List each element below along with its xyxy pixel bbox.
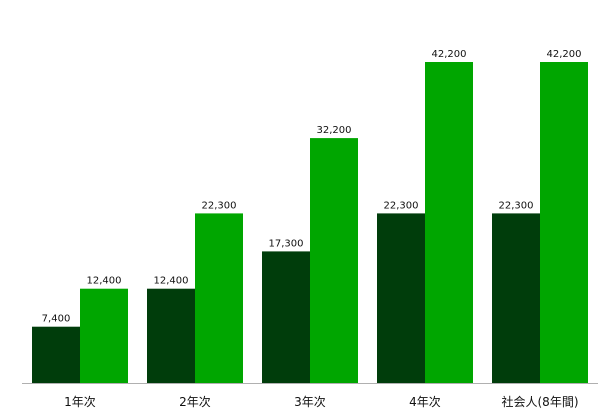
data-label-series2-1: 12,400 bbox=[87, 276, 122, 287]
data-label-series1-1: 7,400 bbox=[42, 314, 71, 325]
bar-series1-1 bbox=[32, 326, 80, 383]
x-tick-label-3: 3年次 bbox=[294, 395, 326, 409]
bar-series2-2 bbox=[195, 213, 243, 383]
bar-series2-1 bbox=[80, 288, 128, 383]
data-label-series2-3: 32,200 bbox=[317, 125, 352, 136]
data-label-series1-2: 12,400 bbox=[154, 276, 189, 287]
bar-series1-3 bbox=[262, 251, 310, 383]
bar-series2-4 bbox=[425, 62, 473, 383]
x-tick-label-1: 1年次 bbox=[64, 395, 96, 409]
x-tick-label-2: 2年次 bbox=[179, 395, 211, 409]
bar-series1-5 bbox=[492, 213, 540, 383]
data-label-series2-5: 42,200 bbox=[547, 49, 582, 60]
data-label-series2-4: 42,200 bbox=[432, 49, 467, 60]
bar-series1-2 bbox=[147, 288, 195, 383]
data-label-series1-5: 22,300 bbox=[499, 200, 534, 211]
data-label-series2-2: 22,300 bbox=[202, 200, 237, 211]
bar-series2-5 bbox=[540, 62, 588, 383]
data-label-series1-4: 22,300 bbox=[384, 200, 419, 211]
data-label-series1-3: 17,300 bbox=[269, 238, 304, 249]
x-tick-label-4: 4年次 bbox=[409, 395, 441, 409]
bar-series2-3 bbox=[310, 138, 358, 383]
bar-series1-4 bbox=[377, 213, 425, 383]
x-tick-label-5: 社会人(8年間) bbox=[502, 394, 579, 409]
